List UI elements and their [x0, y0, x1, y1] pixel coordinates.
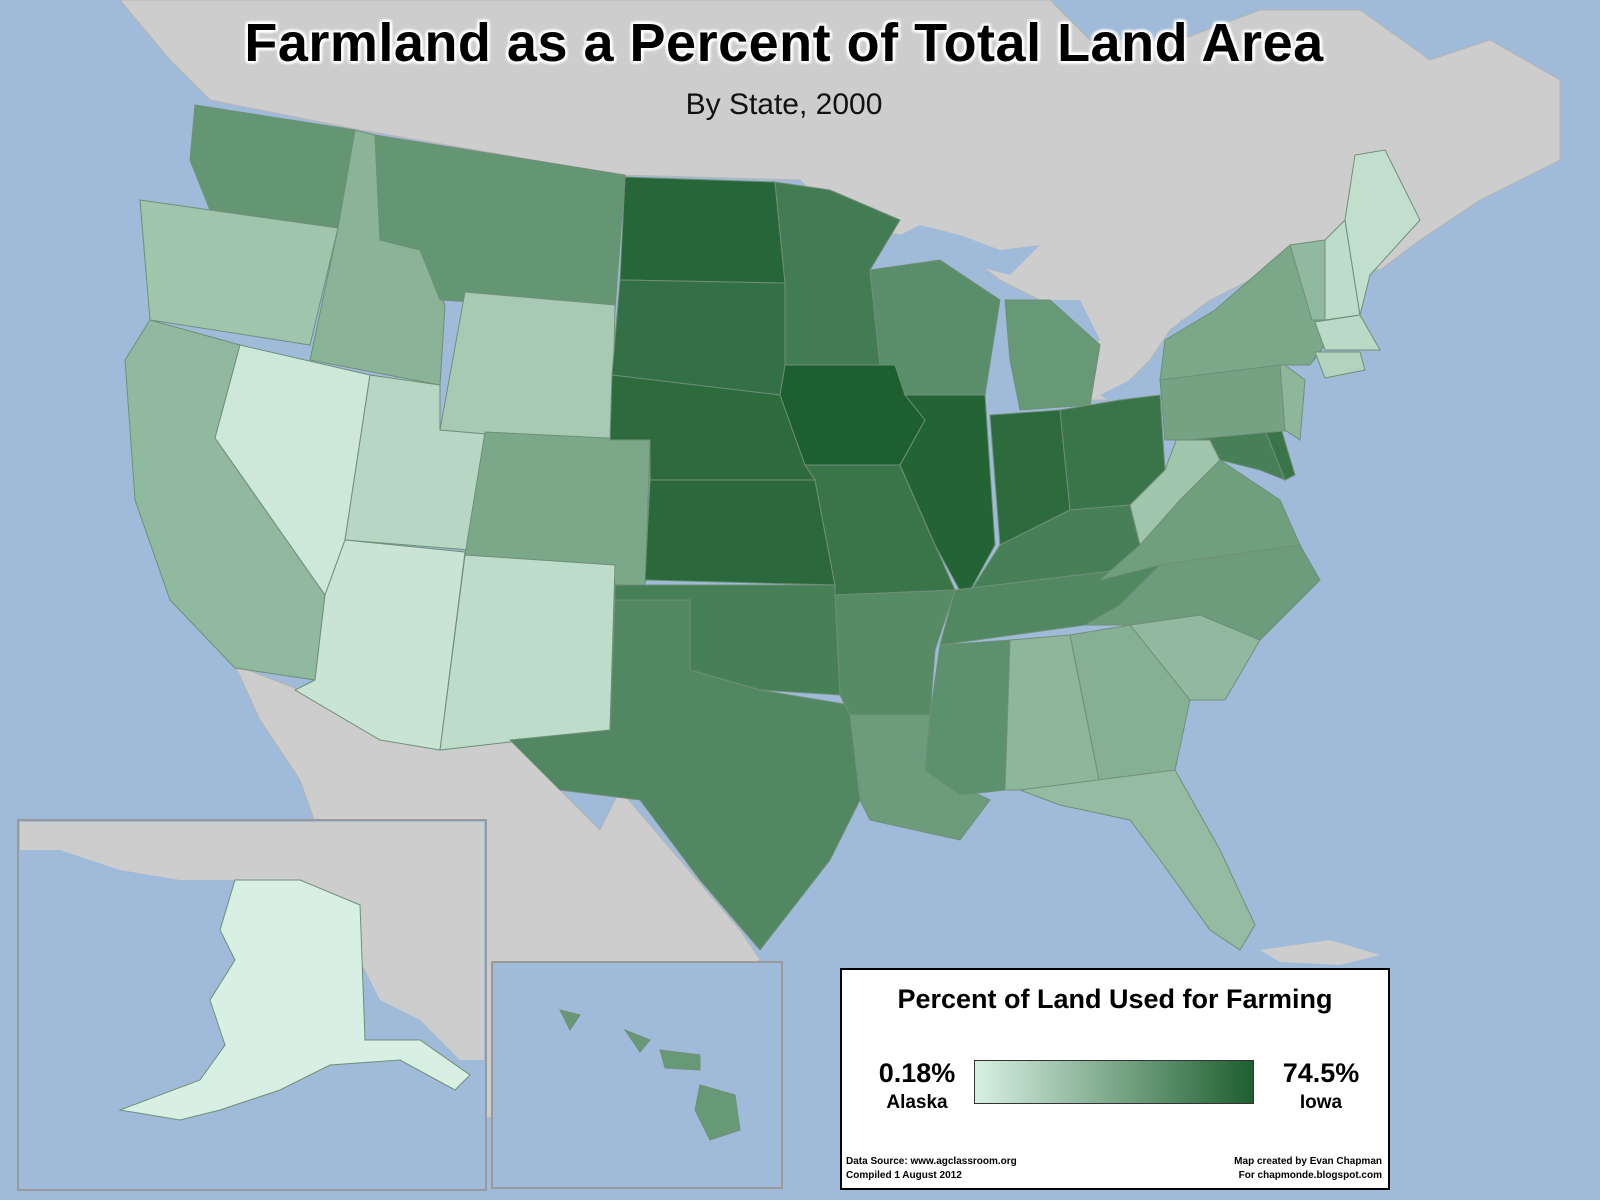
state-wyoming: [439, 291, 616, 446]
cuba-landmass: [1260, 940, 1380, 965]
author-credit: Map created by Evan Chapman: [1234, 1156, 1382, 1167]
legend-box: Percent of Land Used for Farming 0.18% A…: [840, 968, 1390, 1190]
hawaii-inset-frame: [491, 961, 783, 1189]
legend-min-state: Alaska: [886, 1092, 948, 1113]
state-illinois: [899, 394, 996, 602]
state-kansas: [644, 479, 836, 586]
insets-group: [118, 879, 741, 1141]
state-massachusetts: [1314, 314, 1381, 351]
state-oregon: [139, 199, 339, 346]
alaska-inset-land-canada: [20, 822, 484, 1060]
state-florida: [1019, 769, 1256, 951]
states-group: [124, 104, 1421, 951]
data-source-note: Data Source: www.agclassroom.org: [846, 1156, 1017, 1167]
lake-superior: [880, 225, 1040, 275]
state-mississippi: [924, 639, 1011, 796]
legend-title: Percent of Land Used for Farming: [897, 984, 1333, 1014]
legend-min-value: 0.18%: [878, 1058, 956, 1088]
legend-max-value: 74.5%: [1282, 1058, 1360, 1088]
state-texas: [508, 599, 861, 951]
legend-max-state: Iowa: [1299, 1092, 1343, 1113]
state-alaska: [118, 879, 471, 1121]
state-montana: [374, 134, 626, 311]
state-new-mexico: [439, 554, 616, 751]
legend-color-ramp: [974, 1060, 1254, 1104]
lake-erie: [1100, 370, 1170, 405]
state-georgia: [1069, 624, 1191, 786]
state-hawaii: [559, 1009, 741, 1141]
blog-credit: For chapmonde.blogspot.com: [1238, 1170, 1382, 1181]
state-north-carolina: [1083, 544, 1321, 641]
compiled-date-note: Compiled 1 August 2012: [846, 1170, 962, 1181]
state-north-dakota: [619, 176, 786, 284]
map-subtitle: By State, 2000: [685, 88, 883, 121]
map-title: Farmland as a Percent of Total Land Area: [244, 13, 1324, 73]
state-connecticut: [1314, 351, 1366, 379]
